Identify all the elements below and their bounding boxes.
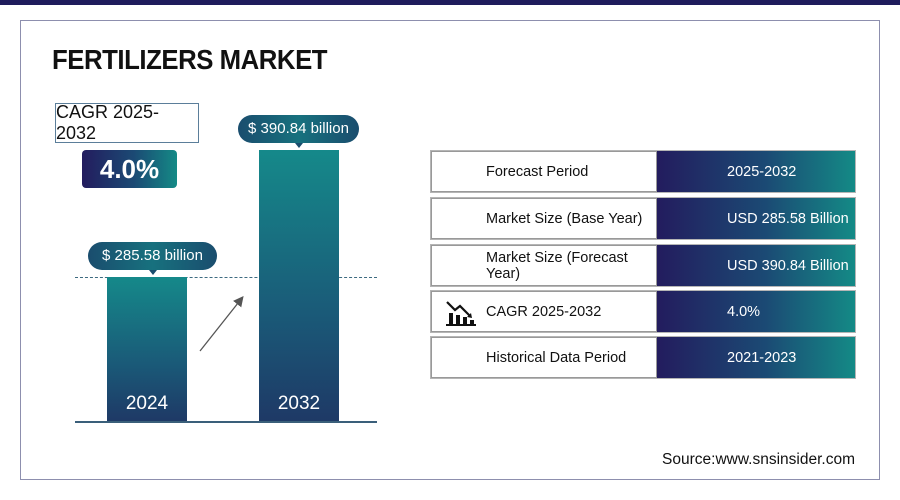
- row-label: CAGR 2025-2032: [431, 291, 657, 332]
- top-bar: [0, 0, 900, 5]
- value-label: $ 285.58 billion: [88, 241, 217, 275]
- source-text: Source:www.snsinsider.com: [662, 451, 855, 468]
- table-row: Forecast Period 2025-2032: [431, 151, 855, 192]
- row-label-text: Market Size (Forecast Year): [486, 249, 628, 282]
- row-value: USD 285.58 Billion: [657, 198, 855, 239]
- bar-2024: 2024: [107, 276, 187, 421]
- frame: [20, 20, 880, 480]
- cagr-value: 4.0%: [82, 150, 177, 188]
- row-label-text: Forecast Period: [486, 163, 589, 180]
- row-label: Historical Data Period: [431, 337, 657, 378]
- row-value: 2021-2023: [657, 337, 855, 378]
- row-label-text: CAGR 2025-2032: [486, 303, 602, 320]
- bar-chart-trend-icon: [446, 301, 476, 326]
- row-value: USD 390.84 Billion: [657, 245, 855, 286]
- row-label: Market Size (Forecast Year): [431, 245, 657, 286]
- table-row: Historical Data Period 2021-2023: [431, 337, 855, 378]
- x-tick-label: 2032: [277, 392, 321, 414]
- row-value: 2025-2032: [657, 151, 855, 192]
- row-label: Forecast Period: [431, 151, 657, 192]
- bar-2032: 2032: [259, 149, 339, 421]
- x-tick-label: 2024: [125, 392, 169, 414]
- row-label: Market Size (Base Year): [431, 198, 657, 239]
- row-label-text: Market Size (Base Year): [486, 210, 643, 227]
- row-value: 4.0%: [657, 291, 855, 332]
- cagr-label: CAGR 2025-2032: [55, 102, 199, 143]
- table-row: CAGR 2025-2032 4.0%: [431, 291, 855, 332]
- table-row: Market Size (Forecast Year) USD 390.84 Bi…: [431, 245, 855, 286]
- page-title: FERTILIZERS MARKET: [52, 44, 328, 75]
- x-axis-line: [75, 421, 377, 423]
- row-label-text: Historical Data Period: [486, 349, 627, 366]
- value-label: $ 390.84 billion: [238, 114, 359, 148]
- reference-dashed-line: [75, 277, 377, 278]
- table-row: Market Size (Base Year) USD 285.58 Billio…: [431, 198, 855, 239]
